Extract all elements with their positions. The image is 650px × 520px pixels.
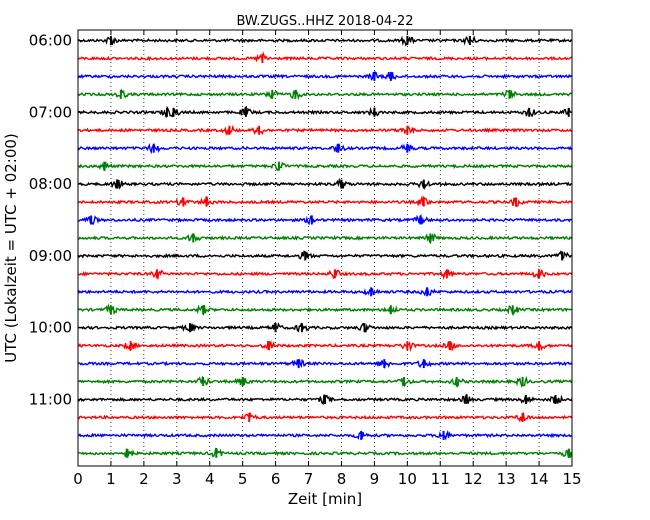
x-tick-label: 7 [304,470,314,488]
trace-line [77,232,573,245]
trace-line [77,177,573,191]
y-tick-label: 10:00 [29,319,72,337]
trace-line [77,339,573,352]
grid-lines [110,30,540,466]
x-axis-label: Zeit [min] [288,490,362,508]
y-tick-label: 09:00 [29,247,72,265]
x-axis-ticks: 0 1 2 3 4 5 6 7 8 9 10 11 12 13 14 15 [73,30,582,488]
trace-line [77,375,573,388]
trace-line [77,34,573,47]
x-tick-label: 4 [205,470,215,488]
y-axis-ticks: 06:00 07:00 08:00 09:00 10:00 11:00 [29,32,83,409]
trace-line [77,447,573,458]
x-tick-label: 0 [73,470,83,488]
trace-line [77,358,573,370]
trace-line [77,124,573,137]
y-tick-label: 06:00 [29,32,72,50]
x-tick-label: 12 [464,470,483,488]
plot-frame [77,29,573,467]
trace-line [77,88,573,101]
trace-line [77,105,573,118]
trace-line [77,429,573,441]
trace-line [77,70,573,81]
x-tick-label: 8 [337,470,347,488]
traces [77,34,573,458]
x-tick-label: 11 [431,470,450,488]
x-tick-label: 5 [238,470,248,488]
x-tick-label: 6 [271,470,281,488]
x-tick-label: 9 [370,470,380,488]
y-tick-label: 07:00 [29,103,72,121]
trace-line [77,250,573,260]
trace-line [77,303,573,317]
trace-line [77,411,573,423]
trace-line [77,194,573,207]
trace-line [77,142,573,155]
chart-title: BW.ZUGS..HHZ 2018-04-22 [236,14,413,29]
y-tick-label: 11:00 [29,391,72,409]
x-tick-label: 3 [172,470,182,488]
x-tick-label: 1 [106,470,116,488]
y-axis-label: UTC (Lokalzeit = UTC + 02:00) [2,133,20,363]
x-tick-label: 15 [562,470,581,488]
x-tick-label: 14 [530,470,549,488]
y-tick-label: 08:00 [29,175,72,193]
trace-line [77,288,573,297]
trace-line [77,267,573,281]
x-tick-label: 2 [139,470,149,488]
trace-line [77,322,573,333]
x-tick-label: 10 [398,470,417,488]
trace-line [77,214,572,226]
trace-line [77,161,573,172]
x-tick-label: 13 [497,470,516,488]
trace-line [77,50,572,63]
